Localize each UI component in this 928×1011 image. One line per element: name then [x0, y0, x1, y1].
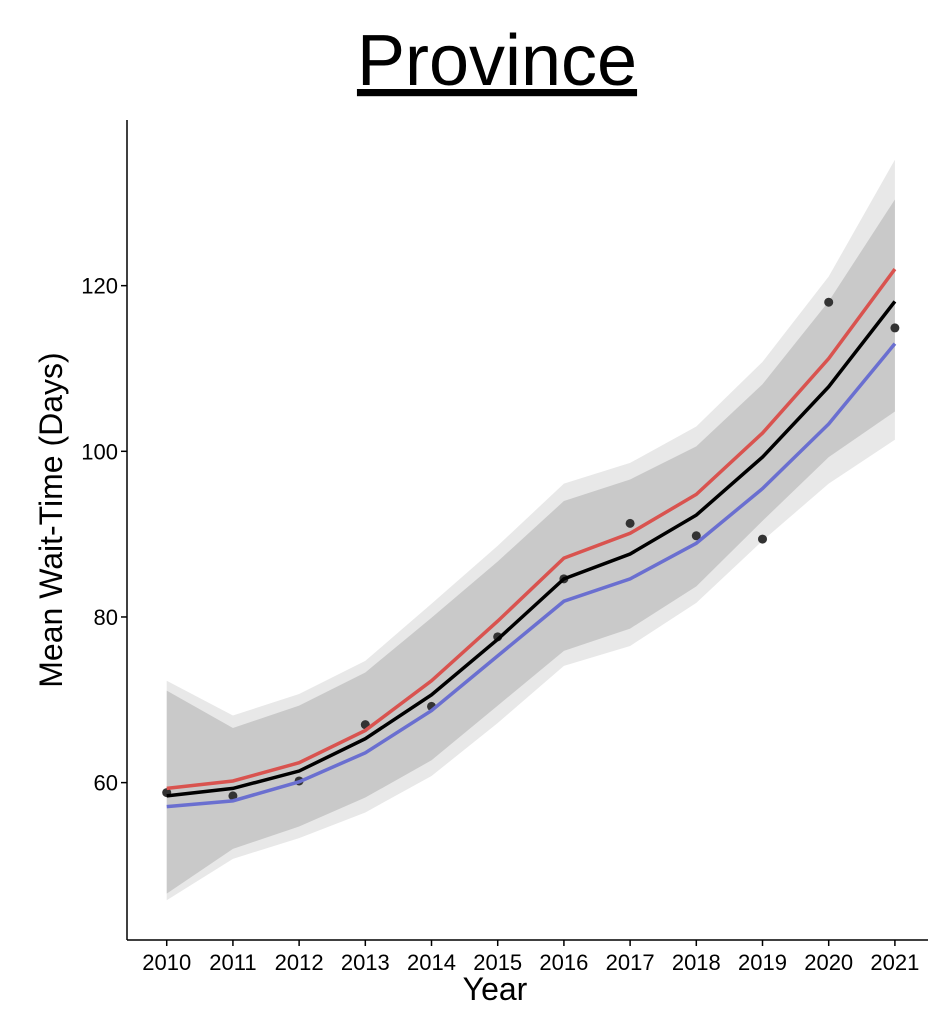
- y-tick-label: 100: [81, 439, 118, 464]
- data-point: [691, 531, 701, 541]
- data-point: [824, 297, 834, 307]
- y-axis-title: Mean Wait-Time (Days): [33, 352, 69, 687]
- x-tick-label: 2013: [341, 950, 390, 975]
- x-tick-label: 2010: [142, 950, 191, 975]
- x-tick-label: 2021: [870, 950, 919, 975]
- chart-title: Province: [357, 21, 637, 101]
- x-tick-label: 2015: [473, 950, 522, 975]
- x-axis-title: Year: [463, 971, 528, 1006]
- x-tick-label: 2016: [539, 950, 588, 975]
- x-tick-label: 2011: [209, 950, 256, 975]
- trend-line: [166, 342, 897, 809]
- x-tick-label: 2020: [804, 950, 853, 975]
- x-tick-label: 2012: [275, 950, 324, 975]
- y-tick-label: 80: [94, 605, 118, 630]
- data-point: [758, 534, 768, 544]
- x-tick-label: 2014: [407, 950, 456, 975]
- data-point: [625, 518, 635, 528]
- data-point: [890, 323, 900, 333]
- x-tick-label: 2019: [738, 950, 787, 975]
- confidence-band: [166, 199, 895, 894]
- data-point: [228, 791, 238, 801]
- trend-line: [166, 300, 897, 798]
- trend-line: [166, 268, 897, 791]
- x-tick-label: 2018: [672, 950, 721, 975]
- x-tick-label: 2017: [606, 950, 655, 975]
- y-tick-label: 60: [94, 771, 118, 796]
- y-tick-label: 120: [81, 274, 118, 299]
